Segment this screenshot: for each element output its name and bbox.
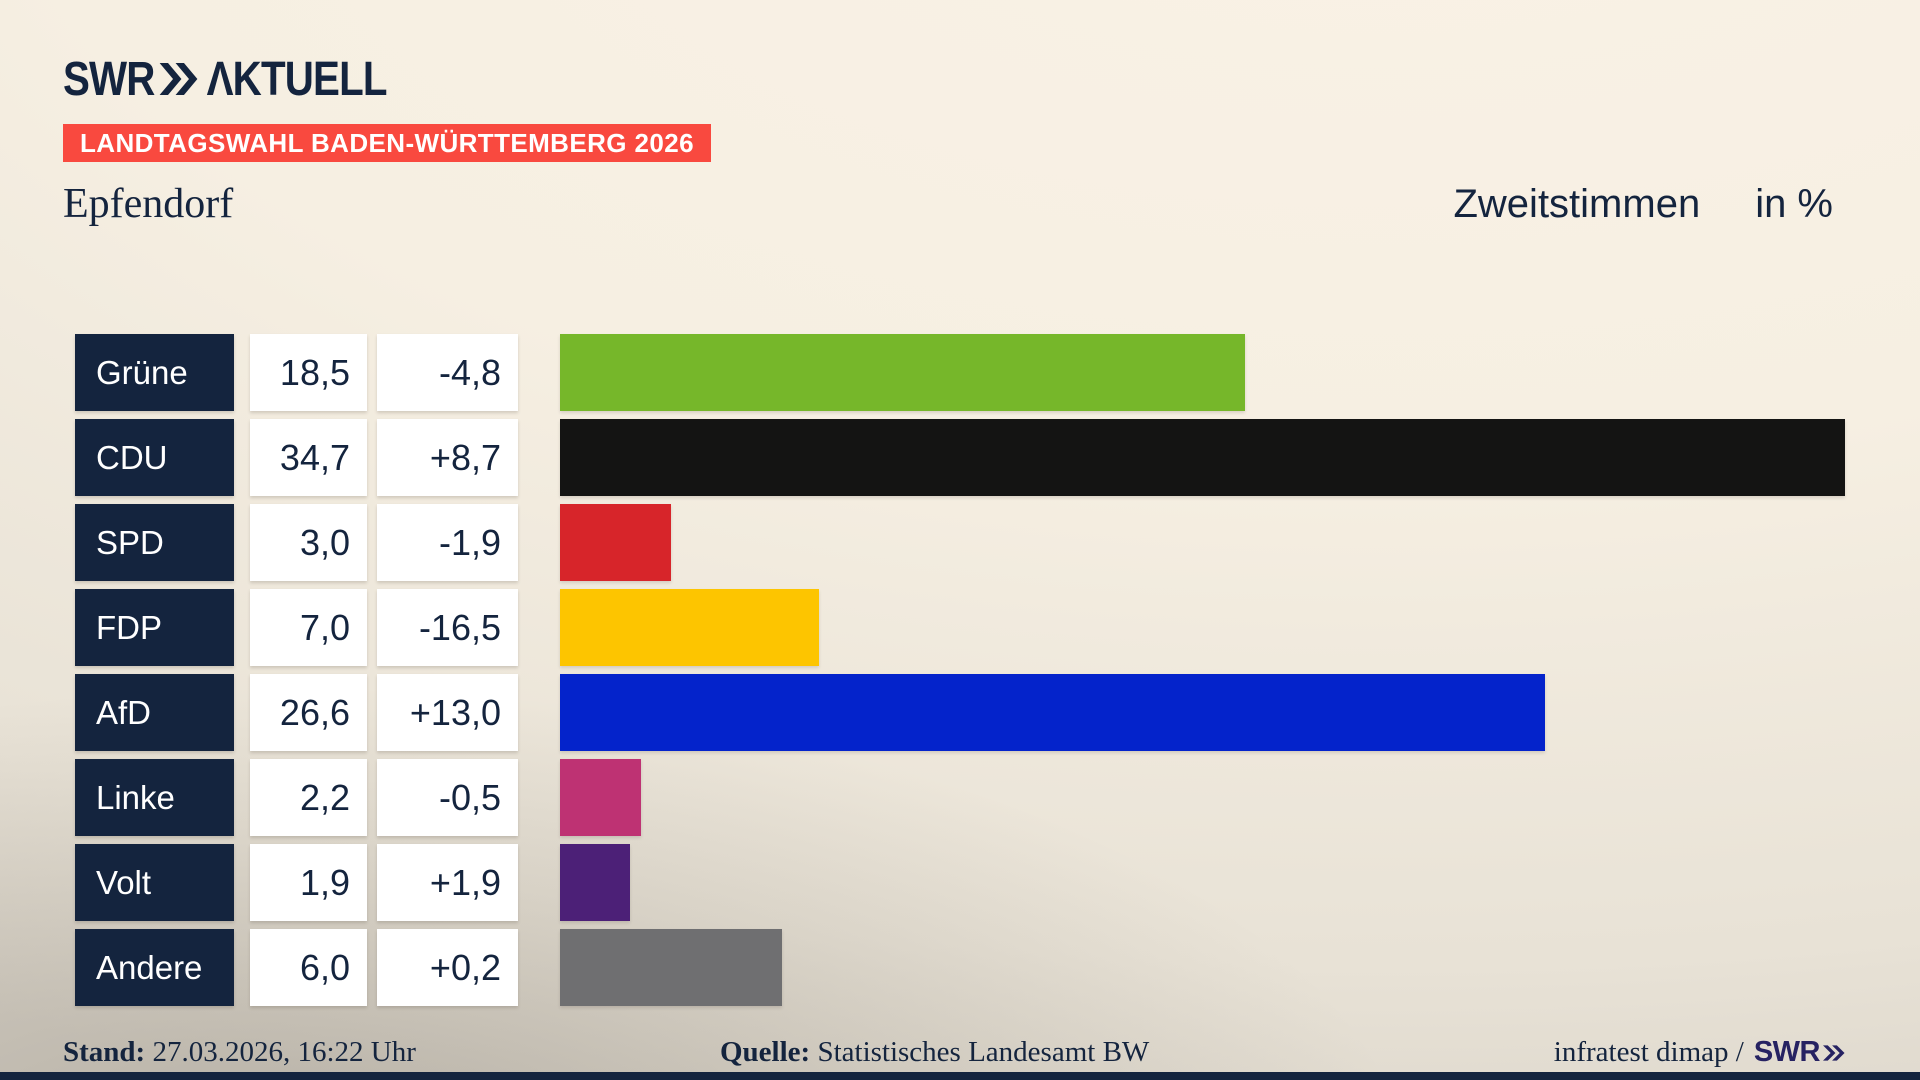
party-change: +1,9 — [377, 844, 518, 921]
party-value: 34,7 — [250, 419, 367, 496]
party-label: CDU — [75, 419, 234, 496]
party-bar — [560, 334, 1246, 411]
party-label: Linke — [75, 759, 234, 836]
party-label: FDP — [75, 589, 234, 666]
party-change: +0,2 — [377, 929, 518, 1006]
party-row: AfD 26,6 +13,0 — [75, 674, 1845, 751]
bar-track — [560, 929, 1845, 1006]
party-bar — [560, 674, 1546, 751]
bar-track — [560, 334, 1845, 411]
party-value: 3,0 — [250, 504, 367, 581]
bar-track — [560, 504, 1845, 581]
party-change: -4,8 — [377, 334, 518, 411]
measure-title: Zweitstimmen in % — [1453, 182, 1833, 227]
party-label: Grüne — [75, 334, 234, 411]
party-change: -16,5 — [377, 589, 518, 666]
party-change: +8,7 — [377, 419, 518, 496]
aktuell-logo-text: ΛKTUELL — [206, 53, 388, 106]
stand-info: Stand: 27.03.2026, 16:22 Uhr — [63, 1036, 416, 1069]
party-row: Grüne 18,5 -4,8 — [75, 334, 1845, 411]
party-label: AfD — [75, 674, 234, 751]
party-label: SPD — [75, 504, 234, 581]
source-value: Statistisches Landesamt BW — [810, 1036, 1150, 1068]
credit-swr-logo: SWR — [1754, 1036, 1845, 1069]
swr-chevrons-icon — [159, 52, 199, 107]
footer: Stand: 27.03.2026, 16:22 Uhr Quelle: Sta… — [63, 1036, 1845, 1070]
municipality-title: Epfendorf — [63, 181, 234, 227]
party-value: 26,6 — [250, 674, 367, 751]
party-value: 2,2 — [250, 759, 367, 836]
party-row: CDU 34,7 +8,7 — [75, 419, 1845, 496]
stand-label: Stand: — [63, 1036, 146, 1068]
bottom-edge-strip — [0, 1072, 1920, 1080]
source-info: Quelle: Statistisches Landesamt BW — [720, 1036, 1149, 1069]
unit-label: in % — [1755, 182, 1833, 226]
party-row: Linke 2,2 -0,5 — [75, 759, 1845, 836]
bar-track — [560, 759, 1845, 836]
party-change: -0,5 — [377, 759, 518, 836]
party-bar — [560, 419, 1845, 496]
party-change: -1,9 — [377, 504, 518, 581]
bar-track — [560, 844, 1845, 921]
measure-label: Zweitstimmen — [1453, 182, 1701, 226]
party-bar — [560, 759, 642, 836]
title-row: Epfendorf Zweitstimmen in % — [63, 180, 1845, 230]
party-row: SPD 3,0 -1,9 — [75, 504, 1845, 581]
party-bar — [560, 844, 631, 921]
credit-info: infratest dimap / SWR — [1554, 1036, 1845, 1069]
party-value: 6,0 — [250, 929, 367, 1006]
swr-logo-text: SWR — [63, 53, 155, 106]
bar-track — [560, 419, 1845, 496]
source-label: Quelle: — [720, 1036, 811, 1068]
party-value: 1,9 — [250, 844, 367, 921]
party-label: Andere — [75, 929, 234, 1006]
party-bar — [560, 929, 783, 1006]
party-value: 7,0 — [250, 589, 367, 666]
credit-swr-chevrons-icon — [1823, 1036, 1845, 1069]
party-value: 18,5 — [250, 334, 367, 411]
party-change: +13,0 — [377, 674, 518, 751]
party-bar — [560, 589, 820, 666]
election-banner: LANDTAGSWAHL BADEN-WÜRTTEMBERG 2026 — [63, 124, 711, 162]
swr-aktuell-logo: SWR ΛKTUELL — [63, 52, 388, 107]
credit-swr-text: SWR — [1753, 1036, 1821, 1068]
credit-text: infratest dimap / — [1553, 1036, 1744, 1068]
party-row: Volt 1,9 +1,9 — [75, 844, 1845, 921]
party-row: Andere 6,0 +0,2 — [75, 929, 1845, 1006]
party-row: FDP 7,0 -16,5 — [75, 589, 1845, 666]
stand-value: 27.03.2026, 16:22 Uhr — [145, 1036, 416, 1068]
bar-track — [560, 589, 1845, 666]
party-label: Volt — [75, 844, 234, 921]
party-bar — [560, 504, 672, 581]
bar-track — [560, 674, 1845, 751]
party-rows: Grüne 18,5 -4,8 CDU 34,7 +8,7 SPD 3,0 -1… — [75, 334, 1845, 1014]
